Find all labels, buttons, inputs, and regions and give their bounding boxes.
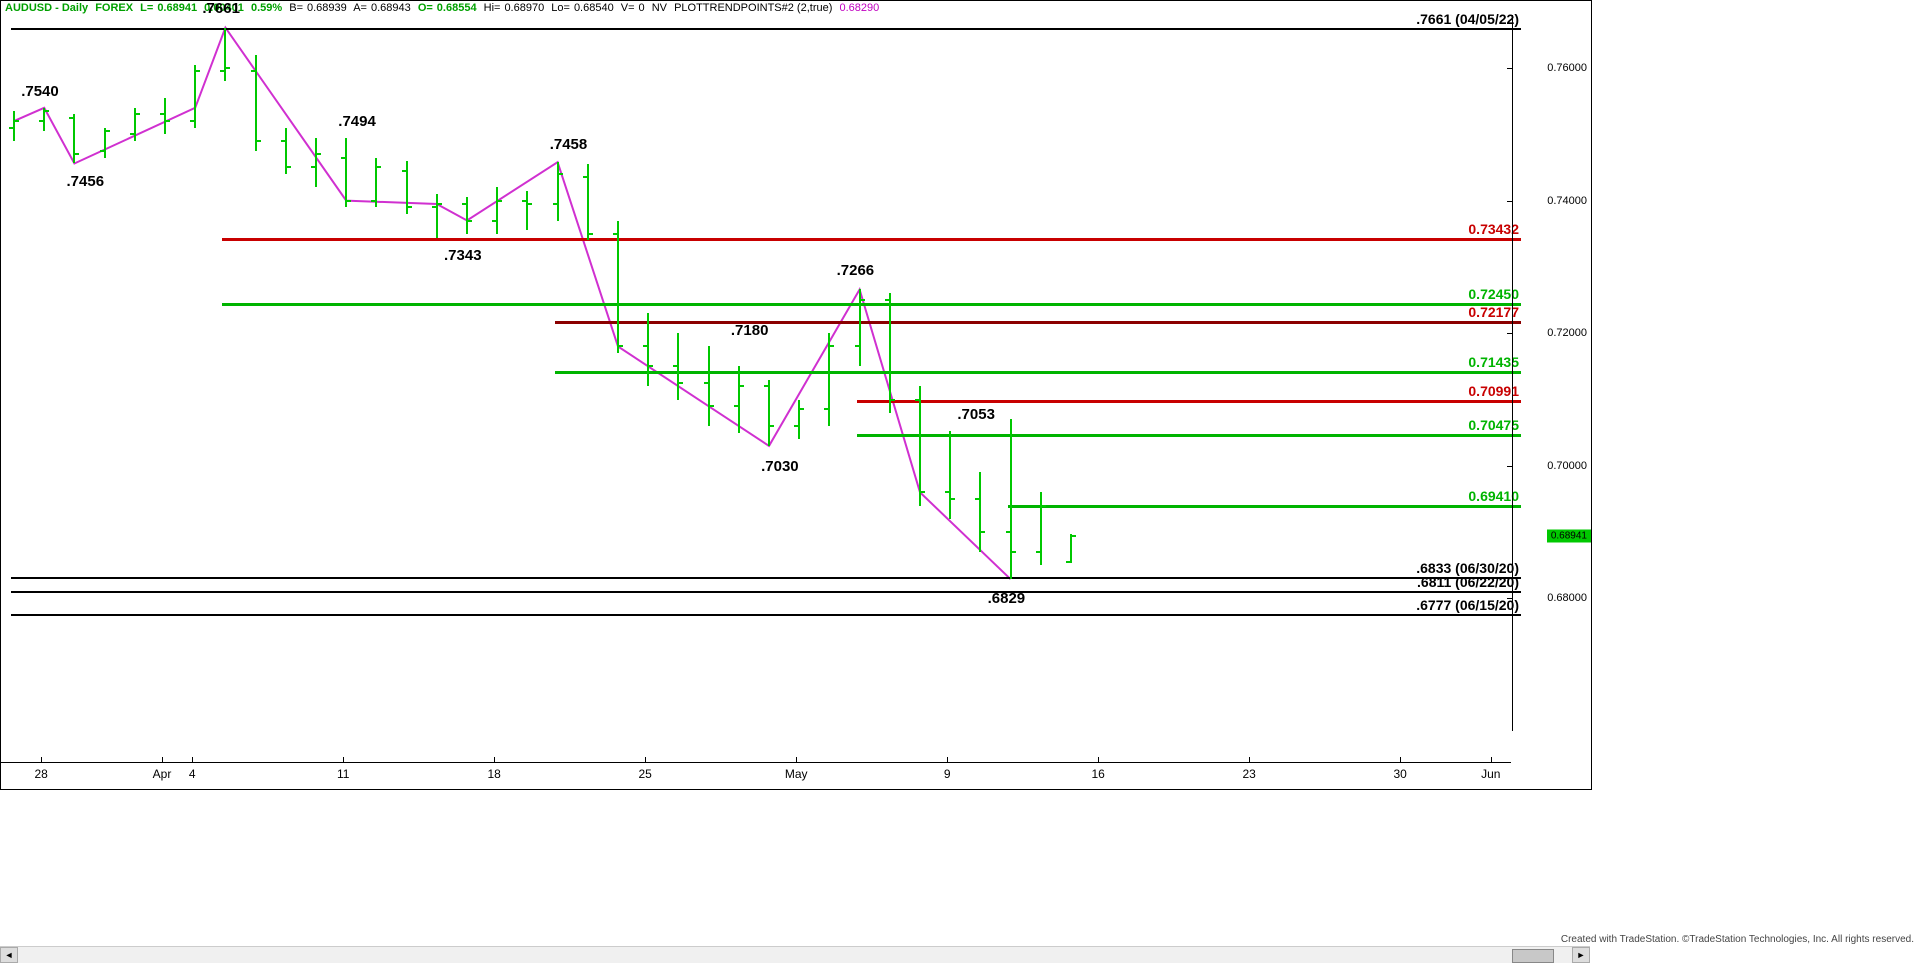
x-tick-label: 11 (337, 767, 349, 781)
price-annotation: .7458 (550, 136, 588, 153)
source-label: FOREX (95, 2, 133, 14)
horizontal-level-line (11, 591, 1521, 593)
price-annotation: .7343 (444, 247, 482, 264)
x-axis: 28 Apr 4 11 18 25 May 9 16 23 30 Jun (1, 762, 1511, 789)
vol-value: 0 (639, 2, 645, 14)
x-tick-label: 18 (488, 767, 501, 781)
horizontal-level-line (11, 28, 1521, 30)
x-tick-label: May (785, 767, 808, 781)
current-price-marker: 0.68941 (1547, 530, 1591, 543)
indicator-label: PLOTTRENDPOINTS#2 (2,true) (674, 2, 832, 14)
bid-prefix: B= (289, 2, 303, 14)
x-tick-label: 4 (189, 767, 196, 781)
horizontal-level-line (857, 400, 1521, 403)
hi-value: 0.68970 (504, 2, 544, 14)
price-annotation: .7661 (202, 0, 240, 17)
bid-value: 0.68939 (307, 2, 347, 14)
horizontal-level-line (857, 434, 1521, 437)
chart-container: AUDUSD - Daily FOREX L=0.68941 0.00401 0… (0, 0, 1592, 790)
x-tick-label: 23 (1243, 767, 1256, 781)
y-tick-label: 0.74000 (1547, 195, 1587, 207)
horizontal-level-line (555, 321, 1521, 324)
horizontal-level-label: .6777 (06/15/20) (1416, 597, 1519, 613)
x-tick-label: 28 (35, 767, 48, 781)
nv-label: NV (652, 2, 667, 14)
ask-prefix: A= (353, 2, 367, 14)
symbol-label: AUDUSD - Daily (5, 2, 88, 14)
y-tick-label: 0.76000 (1547, 62, 1587, 74)
horizontal-level-label: .6811 (06/22/20) (1417, 574, 1519, 590)
chart-plot-area[interactable]: .7661 (04/05/22)0.734320.724500.721770.7… (1, 15, 1511, 731)
x-tick-label: 16 (1092, 767, 1105, 781)
price-annotation: .7053 (957, 406, 995, 423)
horizontal-level-line (222, 303, 1521, 306)
x-tick-label: Jun (1481, 767, 1500, 781)
chart-header: AUDUSD - Daily FOREX L=0.68941 0.00401 0… (5, 2, 883, 14)
horizontal-level-label: .6833 (06/30/20) (1416, 560, 1519, 576)
y-tick-label: 0.70000 (1547, 460, 1587, 472)
horizontal-level-line (1008, 505, 1521, 508)
lo-prefix: Lo= (551, 2, 570, 14)
horizontal-level-line (11, 614, 1521, 616)
hi-prefix: Hi= (484, 2, 501, 14)
lo-value: 0.68540 (574, 2, 614, 14)
y-tick-label: 0.72000 (1547, 327, 1587, 339)
last-value: 0.68941 (157, 2, 197, 14)
horizontal-level-line (555, 371, 1521, 374)
change-pct: 0.59% (251, 2, 282, 14)
indicator-value: 0.68290 (839, 2, 879, 14)
horizontal-level-line (222, 238, 1521, 241)
last-prefix: L= (140, 2, 153, 14)
price-annotation: .6829 (988, 590, 1026, 607)
y-axis: 0.76000 0.74000 0.72000 0.70000 0.68000 0.689… (1512, 15, 1591, 731)
vol-prefix: V= (621, 2, 635, 14)
scroll-left-arrow[interactable]: ◄ (0, 947, 18, 963)
price-annotation: .7030 (761, 458, 799, 475)
horizontal-level-label: .7661 (04/05/22) (1416, 11, 1519, 27)
open-prefix: O= (418, 2, 433, 14)
price-annotation: .7540 (21, 83, 59, 100)
x-tick-label: 9 (944, 767, 951, 781)
copyright-text: Created with TradeStation. ©TradeStation… (1561, 934, 1914, 945)
price-annotation: .7494 (338, 113, 376, 130)
x-tick-label: Apr (153, 767, 172, 781)
ask-value: 0.68943 (371, 2, 411, 14)
price-annotation: .7456 (67, 173, 105, 190)
price-annotation: .7180 (731, 322, 769, 339)
open-value: 0.68554 (437, 2, 477, 14)
scroll-thumb[interactable] (1512, 949, 1554, 963)
scroll-right-arrow[interactable]: ► (1572, 947, 1590, 963)
x-tick-label: 25 (639, 767, 652, 781)
horizontal-level-line (11, 577, 1521, 579)
price-annotation: .7266 (837, 262, 875, 279)
horizontal-scrollbar[interactable]: ◄ ► (0, 946, 1590, 963)
y-tick-label: 0.68000 (1547, 592, 1587, 604)
scroll-track[interactable] (18, 948, 1572, 962)
x-tick-label: 30 (1394, 767, 1407, 781)
